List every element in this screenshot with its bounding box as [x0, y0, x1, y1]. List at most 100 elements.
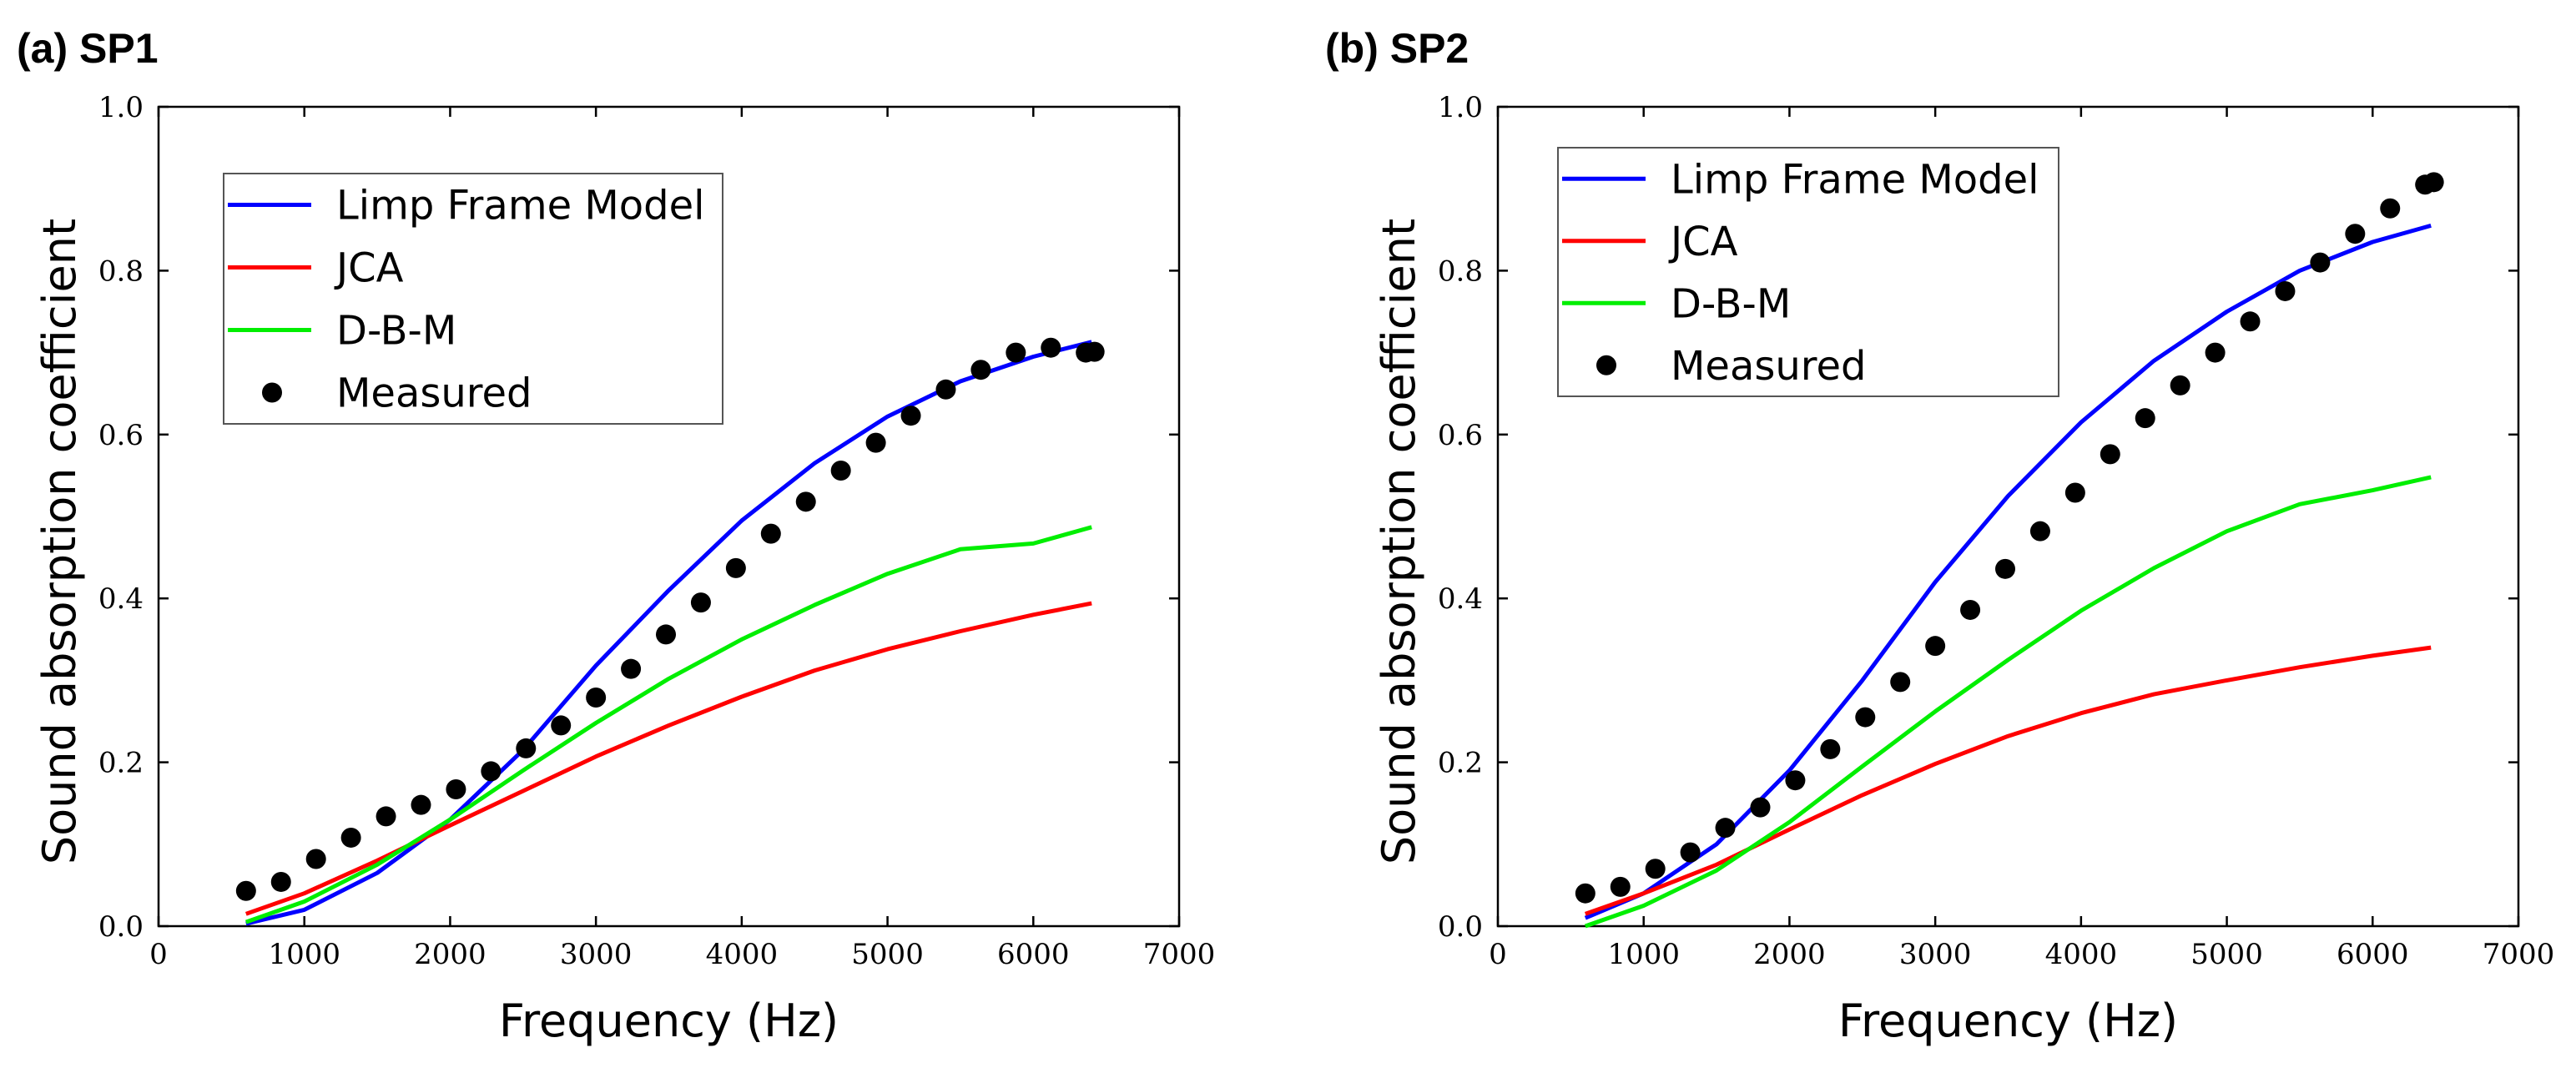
panel-title: (a) SP1 [17, 25, 159, 72]
y-tick-label: 0.2 [98, 747, 144, 780]
x-axis-label: Frequency (Hz) [499, 995, 839, 1047]
x-tick-label: 6000 [997, 938, 1070, 971]
measured-point [376, 806, 396, 827]
series-line-jca [1584, 645, 2432, 916]
measured-point [1715, 818, 1736, 839]
y-tick-label: 0.4 [1438, 582, 1483, 616]
measured-point [1855, 707, 1876, 728]
measured-point [2029, 521, 2050, 542]
measured-point [235, 880, 256, 901]
legend-box [1557, 147, 2059, 397]
measured-point [900, 406, 921, 426]
measured-point [1925, 636, 1946, 657]
measured-point [516, 738, 537, 758]
measured-point [1575, 883, 1596, 904]
measured-point [760, 523, 781, 544]
measured-point [690, 592, 711, 613]
measured-point [1006, 342, 1026, 363]
measured-point [1890, 672, 1911, 693]
x-tick-label: 6000 [2337, 938, 2409, 971]
measured-point [1785, 770, 1806, 791]
measured-point [446, 779, 466, 800]
measured-point [935, 379, 956, 400]
measured-point [2170, 375, 2190, 395]
legend-label: Limp Frame Model [1671, 156, 2039, 203]
x-tick-label: 2000 [1753, 938, 1826, 971]
y-tick-label: 1.0 [98, 91, 144, 124]
measured-point [1645, 859, 1666, 879]
series-line-limp-frame-model [245, 340, 1092, 926]
measured-point [340, 827, 361, 848]
y-tick-label: 0.8 [1438, 254, 1483, 288]
series-line-limp-frame-model [1584, 223, 2432, 920]
x-tick-label: 7000 [1143, 938, 1216, 971]
series-line-d-b-m [244, 525, 1092, 924]
measured-point [830, 461, 851, 481]
measured-point [2423, 172, 2444, 193]
measured-point [656, 624, 677, 645]
x-axis-label: Frequency (Hz) [1838, 995, 2178, 1047]
y-tick-label: 0.0 [98, 910, 144, 944]
x-tick-label: 3000 [1899, 938, 1972, 971]
measured-point [2345, 224, 2366, 244]
x-tick-label: 4000 [2045, 938, 2118, 971]
measured-point [305, 849, 326, 869]
panel-title: (b) SP2 [1325, 25, 1469, 72]
measured-point [1820, 738, 1841, 759]
plot-frame [1496, 105, 2520, 928]
x-tick-label: 3000 [560, 938, 633, 971]
measured-point [795, 491, 816, 512]
x-tick-label: 2000 [414, 938, 486, 971]
x-tick-label: 0 [149, 938, 168, 971]
measured-point [2064, 482, 2085, 503]
measured-point [1680, 842, 1701, 863]
x-tick-label: 7000 [2483, 938, 2555, 971]
y-axis-label: Sound absorption coefficient [33, 219, 86, 864]
measured-point [2100, 444, 2120, 465]
measured-point [621, 658, 642, 679]
legend-marker [262, 382, 282, 403]
series-line-d-b-m [1584, 475, 2432, 929]
measured-point [970, 360, 991, 380]
measured-point [411, 794, 431, 815]
measured-point [1995, 558, 2016, 579]
legend-label: JCA [1668, 219, 1738, 265]
measured-point [2275, 280, 2296, 301]
measured-point [2380, 198, 2401, 219]
legend-label: Limp Frame Model [336, 183, 705, 229]
measured-point [1610, 876, 1631, 897]
x-tick-label: 5000 [2190, 938, 2263, 971]
panel-sp1: (a) SP1 0 1000 2000 3000 4000 5000 6000 7000 0.0 0… [17, 25, 1215, 1047]
measured-point [725, 557, 746, 578]
y-tick-label: 0.0 [1438, 910, 1483, 944]
x-tick-label: 5000 [851, 938, 924, 971]
y-tick-label: 0.4 [98, 582, 144, 616]
legend-label: Measured [1671, 343, 1866, 390]
measured-point [2205, 342, 2226, 363]
x-tick-label: 0 [1489, 938, 1507, 971]
y-tick-label: 0.6 [1438, 419, 1483, 452]
measured-point [1084, 341, 1105, 362]
x-tick-label: 1000 [268, 938, 340, 971]
series-line-jca [244, 601, 1092, 916]
y-tick-label: 0.2 [1438, 747, 1483, 780]
measured-point [1041, 337, 1061, 358]
y-tick-label: 1.0 [1438, 91, 1483, 124]
measured-point [2240, 311, 2261, 332]
y-tick-label: 0.6 [98, 419, 144, 452]
measured-point [586, 688, 607, 708]
legend-box [223, 173, 723, 425]
measured-point [551, 715, 572, 736]
x-tick-label: 1000 [1607, 938, 1680, 971]
panel-sp2: (b) SP2 0 1000 2000 3000 4000 5000 6000 7000 0.0 0… [1325, 25, 2554, 1047]
x-tick-label: 4000 [706, 938, 779, 971]
y-tick-label: 0.8 [98, 254, 144, 288]
legend-label: D-B-M [1671, 280, 1791, 327]
legend-label: JCA [334, 245, 404, 292]
y-axis-label: Sound absorption coefficient [1373, 219, 1425, 864]
legend-label: Measured [336, 370, 532, 417]
measured-point [481, 761, 502, 782]
measured-point [1960, 599, 1981, 620]
measured-point [2310, 252, 2331, 273]
